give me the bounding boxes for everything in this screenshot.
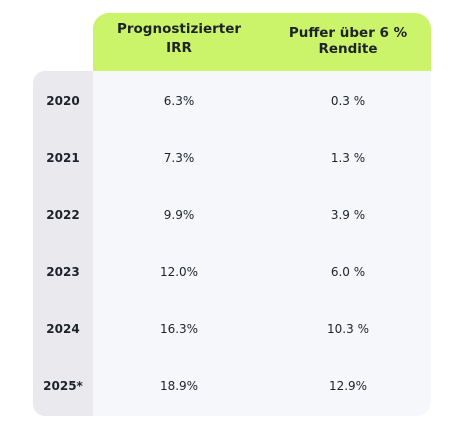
table-row: 2021 7.3% 1.3 % — [33, 130, 431, 186]
irr-cell: 16.3% — [159, 322, 199, 336]
year-column-background — [33, 71, 93, 416]
irr-cell: 6.3% — [163, 94, 195, 108]
year-cell: 2022 — [46, 208, 80, 222]
irr-cell: 12.0% — [159, 265, 199, 279]
table-header: Prognostizierter IRR Puffer über 6 % Ren… — [93, 13, 431, 71]
year-cell: 2025* — [43, 379, 83, 393]
year-cell: 2020 — [46, 94, 80, 108]
year-cell: 2023 — [46, 265, 80, 279]
header-irr-line2: IRR — [166, 40, 192, 57]
buffer-cell: 10.3 % — [327, 322, 369, 336]
buffer-cell: 0.3 % — [330, 94, 366, 108]
table-row: 2024 16.3% 10.3 % — [33, 301, 431, 357]
year-cell: 2021 — [46, 151, 80, 165]
irr-cell: 9.9% — [163, 208, 195, 222]
table-row: 2023 12.0% 6.0 % — [33, 244, 431, 300]
table-row: 2020 6.3% 0.3 % — [33, 73, 431, 129]
table-row: 2025* 18.9% 12.9% — [33, 358, 431, 414]
year-cell: 2024 — [46, 322, 80, 336]
header-buffer-line1: Puffer über 6 % — [288, 25, 408, 42]
table-row: 2022 9.9% 3.9 % — [33, 187, 431, 243]
buffer-cell: 1.3 % — [330, 151, 366, 165]
buffer-cell: 12.9% — [328, 379, 368, 393]
buffer-cell: 3.9 % — [330, 208, 366, 222]
header-irr-line1: Prognostizierter — [116, 20, 242, 37]
header-buffer-line2: Rendite — [318, 41, 378, 57]
table-body-background — [93, 71, 431, 416]
header-buffer: Puffer über 6 % Rendite — [265, 13, 431, 71]
irr-cell: 7.3% — [163, 151, 195, 165]
buffer-cell: 6.0 % — [330, 265, 366, 279]
header-irr: Prognostizierter IRR — [93, 13, 265, 71]
irr-cell: 18.9% — [159, 379, 199, 393]
